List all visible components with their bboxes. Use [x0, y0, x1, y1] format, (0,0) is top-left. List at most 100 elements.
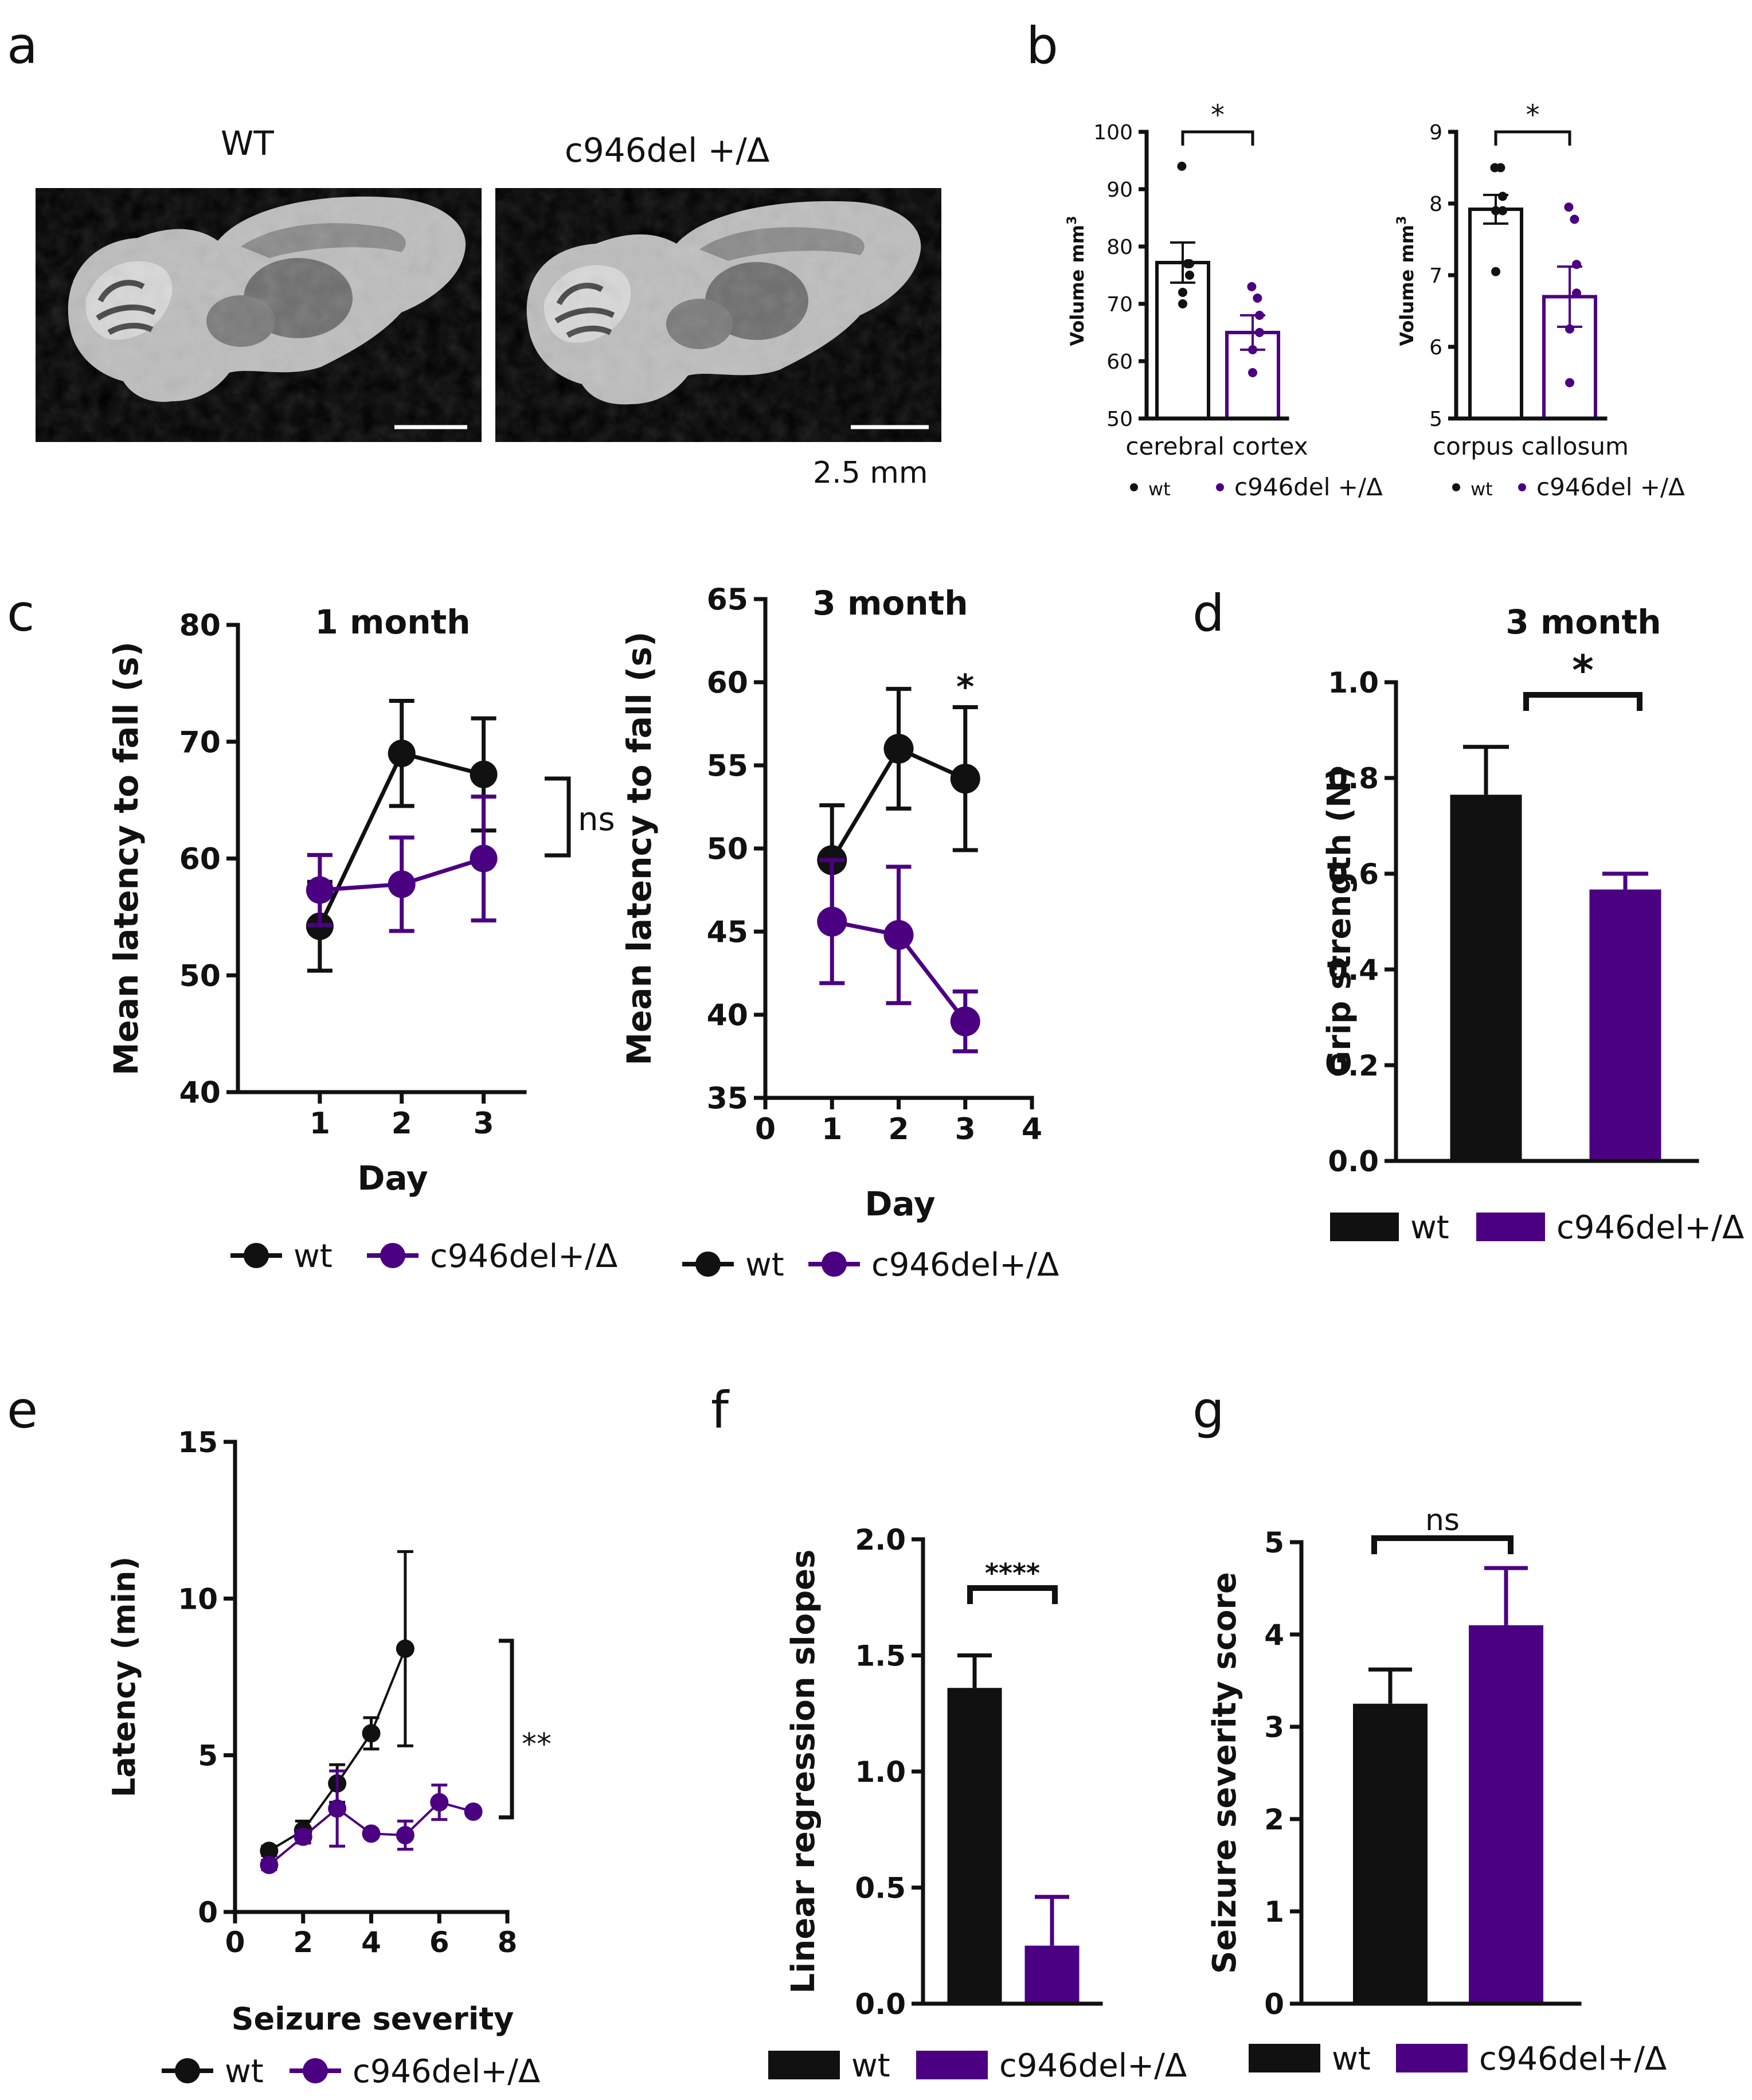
- legend-label-1: c946del+/Δ: [1557, 1209, 1744, 1246]
- y-tick-label: 0.8: [1328, 762, 1379, 795]
- y-tick-label: 45: [707, 916, 748, 950]
- data-point: [883, 920, 914, 950]
- y-tick-label: 50: [707, 832, 748, 867]
- y-axis-label: Seizure severity score: [1206, 1572, 1243, 1974]
- data-point: [306, 876, 334, 904]
- y-tick-label: 0.4: [1328, 953, 1379, 987]
- x-axis-label: Seizure severity: [232, 2001, 514, 2037]
- significance-label: *: [1211, 99, 1225, 131]
- legend-label-1: c946del+/Δ: [1479, 2040, 1667, 2078]
- legend-label-1: c946del+/Δ: [999, 2047, 1187, 2085]
- x-tick-label: 2: [888, 1112, 909, 1147]
- data-point: [328, 1799, 347, 1818]
- y-tick-label: 0.2: [1328, 1049, 1379, 1082]
- y-tick-label: 5: [1264, 1526, 1284, 1559]
- data-point: [1253, 294, 1262, 303]
- panel-label-d: d: [1192, 584, 1225, 643]
- data-point: [1185, 271, 1194, 280]
- panel-label-a: a: [7, 16, 38, 75]
- data-point: [1570, 214, 1579, 224]
- y-axis-label: Mean latency to fall (s): [107, 642, 146, 1076]
- data-point: [1491, 206, 1500, 216]
- legend-label-0: wt: [1410, 1209, 1449, 1246]
- legend-marker-0: [1452, 483, 1460, 491]
- legend-marker-0: [695, 1252, 721, 1277]
- y-tick-label: 40: [179, 1076, 221, 1110]
- significance-label: *: [1526, 99, 1540, 131]
- data-point: [388, 740, 416, 768]
- significance-bracket: [545, 776, 571, 858]
- significance-label: **: [522, 1727, 552, 1762]
- x-tick-label: 8: [498, 1926, 518, 1959]
- legend-label-0: wt: [851, 2047, 890, 2085]
- data-point: [1247, 282, 1257, 291]
- y-axis-label: Volume mm3: [1394, 216, 1418, 346]
- data-point: [1498, 206, 1507, 216]
- chart-title: 1 month: [315, 603, 470, 642]
- chart-title: 3 month: [812, 584, 968, 623]
- significance-label: *: [1572, 646, 1594, 694]
- data-point: [396, 1826, 414, 1845]
- data-point: [470, 760, 498, 788]
- data-point: [1248, 368, 1257, 377]
- x-tick-label: 2: [392, 1106, 412, 1141]
- data-point: [260, 1841, 279, 1860]
- x-tick-label: 4: [361, 1926, 381, 1959]
- y-tick-label: 0.5: [855, 1872, 906, 1905]
- chart-b-corpus-callosum: 5 6 7 8 9 Volume mm3 corpus callosum * wt c946del…: [1394, 99, 1685, 501]
- legend-swatch-1: [1476, 1213, 1545, 1241]
- y-tick-label: 5: [1429, 408, 1442, 431]
- y-tick-label: 0.6: [1328, 858, 1379, 891]
- y-tick-label: 80: [179, 609, 221, 643]
- significance-bracket: [1181, 130, 1254, 146]
- legend-swatch-0: [1249, 2044, 1320, 2072]
- data-point: [1177, 162, 1187, 171]
- wt-image-title: WT: [221, 124, 274, 163]
- y-tick-label: 0.0: [1328, 1145, 1379, 1178]
- y-tick-label: 9: [1429, 121, 1442, 144]
- y-tick-label: 35: [707, 1082, 748, 1116]
- y-axis-label: Grip strength (N): [1321, 766, 1358, 1077]
- chart-b-cerebral-cortex: 50 60 70 80 90 100 Volume mm3 cerebral cortex * w…: [1065, 99, 1383, 501]
- x-tick-label: 4: [1022, 1112, 1042, 1147]
- x-axis-label: Day: [357, 1159, 428, 1198]
- bar-wt: [1155, 261, 1210, 420]
- data-point: [1572, 260, 1581, 269]
- y-tick-label: 1.0: [1328, 666, 1379, 699]
- y-tick-label: 55: [707, 749, 748, 784]
- y-tick-label: 65: [707, 583, 748, 617]
- legend-marker-1: [1216, 483, 1224, 491]
- y-tick-label: 6: [1429, 336, 1442, 359]
- x-tick-label: 2: [293, 1926, 313, 1959]
- legend-label-1: c946del+/Δ: [353, 2053, 540, 2090]
- data-point: [388, 870, 416, 898]
- chart-e-seizure-latency: 0 5 10 15 0 2 4 6 8 Seizure severity Latency (min)…: [106, 1426, 552, 2090]
- significance-bracket: [967, 1585, 1058, 1604]
- panel-label-g: g: [1192, 1381, 1225, 1440]
- bar-c946del+/Δ: [1024, 1945, 1080, 2004]
- significance-label: ****: [985, 1558, 1040, 1589]
- data-point: [1255, 328, 1264, 337]
- panel-label-e: e: [7, 1381, 38, 1440]
- chart-g-seizure-score: 0 1 2 3 4 5 Seizure severity score ns wt c946del+…: [1206, 1503, 1667, 2078]
- x-tick-label: 6: [429, 1926, 449, 1959]
- x-tick-label: 3: [955, 1112, 976, 1147]
- mutant-image-title: c946del +/Δ: [565, 131, 770, 170]
- data-point: [883, 734, 914, 764]
- data-point: [396, 1639, 414, 1658]
- x-tick-label: 1: [310, 1106, 330, 1141]
- significance-label: *: [956, 667, 974, 707]
- legend-label-0: wt: [225, 2053, 264, 2090]
- y-tick-label: 8: [1429, 193, 1442, 216]
- y-tick-label: 10: [178, 1582, 218, 1616]
- y-tick-label: 1.5: [855, 1640, 906, 1673]
- legend-swatch-0: [768, 2051, 840, 2079]
- y-tick-label: 100: [1093, 121, 1133, 144]
- x-tick-label: 0: [755, 1112, 776, 1147]
- y-tick-label: 50: [1106, 408, 1133, 431]
- wt-brain-image: [36, 188, 482, 442]
- y-tick-label: 50: [179, 959, 221, 994]
- data-point: [1565, 378, 1574, 388]
- data-point: [1491, 267, 1500, 276]
- y-tick-label: 0: [198, 1896, 218, 1929]
